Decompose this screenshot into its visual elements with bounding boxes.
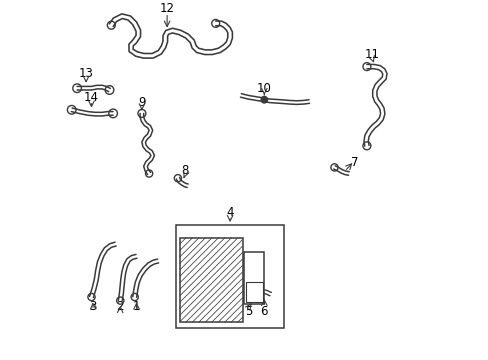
Text: 7: 7	[350, 156, 357, 169]
Text: 6: 6	[260, 305, 267, 318]
Bar	[244, 252, 264, 304]
Bar	[176, 225, 284, 328]
Bar	[179, 238, 242, 322]
Text: 11: 11	[364, 48, 379, 61]
Text: 3: 3	[89, 300, 97, 313]
Text: 10: 10	[256, 82, 271, 95]
Text: 12: 12	[159, 3, 174, 15]
Text: 13: 13	[79, 67, 93, 80]
Text: 1: 1	[132, 300, 140, 313]
Bar	[246, 282, 262, 302]
Text: 4: 4	[226, 206, 233, 219]
Circle shape	[261, 96, 267, 103]
Text: 2: 2	[116, 300, 124, 313]
Text: 14: 14	[84, 91, 99, 104]
Text: 8: 8	[181, 165, 188, 177]
Text: 9: 9	[138, 96, 145, 109]
Text: 5: 5	[244, 305, 252, 318]
